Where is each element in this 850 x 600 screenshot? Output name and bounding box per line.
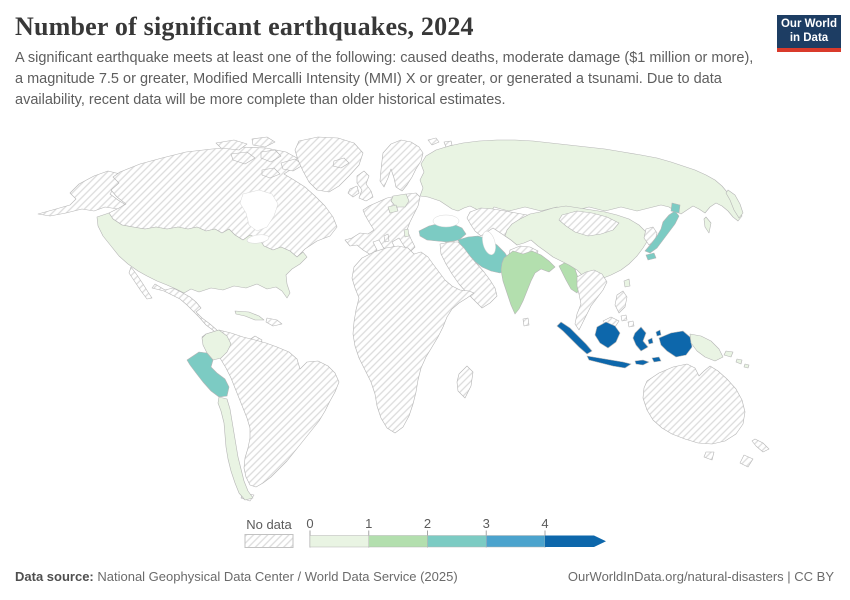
caspian-sea — [482, 231, 496, 255]
country-russia[interactable] — [419, 139, 743, 222]
legend-tick-label-0: 0 — [306, 516, 313, 531]
legend-arrow — [594, 535, 606, 547]
country-albania[interactable] — [403, 228, 410, 238]
country-papua-new-guinea[interactable] — [689, 333, 724, 362]
country-united-kingdom[interactable] — [347, 170, 374, 202]
country-arctic-islands[interactable] — [215, 136, 304, 179]
country-hispaniola[interactable] — [265, 317, 283, 327]
legend-bin-4[interactable] — [545, 535, 594, 548]
legend-tick-label-4: 4 — [541, 516, 548, 531]
owid-logo-accent-bar — [777, 48, 841, 52]
country-czechia[interactable] — [387, 204, 399, 214]
country-australia[interactable] — [642, 363, 746, 461]
country-india[interactable] — [500, 250, 556, 315]
legend-bin-1[interactable] — [368, 535, 428, 548]
hudson-bay — [239, 189, 279, 232]
chart-subtitle: A significant earthquake meets at least … — [15, 50, 754, 108]
country-saudi-arabia[interactable] — [439, 241, 498, 309]
data-source-text: National Geophysical Data Center / World… — [93, 569, 458, 584]
country-sri-lanka[interactable] — [522, 317, 530, 327]
country-kamchatka[interactable] — [725, 189, 744, 219]
country-new-zealand[interactable] — [739, 438, 770, 468]
country-japan-hokkaido[interactable] — [670, 202, 681, 214]
legend-tick-label-2: 2 — [424, 516, 431, 531]
legend-no-data-label: No data — [246, 517, 292, 532]
legend-no-data-swatch[interactable] — [244, 534, 294, 548]
country-peru[interactable] — [186, 351, 230, 398]
legend-bin-0[interactable] — [309, 535, 369, 548]
country-iceland[interactable] — [332, 157, 350, 169]
country-japan-kyushu[interactable] — [645, 252, 657, 261]
country-sakhalin[interactable] — [703, 216, 712, 234]
legend-tick-label-3: 3 — [483, 516, 490, 531]
country-africa[interactable] — [351, 245, 475, 434]
page-title: Number of significant earthquakes, 2024 — [15, 12, 474, 41]
country-mongolia[interactable] — [558, 210, 620, 237]
license-note[interactable]: OurWorldInData.org/natural-disasters | C… — [567, 569, 834, 584]
country-taiwan[interactable] — [623, 278, 631, 288]
legend-bin-3[interactable] — [486, 535, 546, 548]
country-indonesia[interactable] — [556, 321, 693, 369]
country-svalbard[interactable] — [427, 137, 453, 148]
country-solomon-islands[interactable] — [735, 358, 750, 369]
country-alaska[interactable] — [37, 170, 127, 217]
country-philippines[interactable] — [614, 290, 635, 328]
country-southeast-asia[interactable] — [574, 269, 608, 331]
country-madagascar[interactable] — [456, 365, 474, 399]
country-chile[interactable] — [217, 396, 254, 501]
great-lakes — [246, 234, 270, 244]
country-colombia[interactable] — [201, 329, 232, 361]
data-source-label: Data source: — [15, 569, 94, 584]
country-scandinavia[interactable] — [379, 139, 424, 192]
owid-logo[interactable]: Our World in Data — [777, 15, 841, 52]
legend-tick-label-1: 1 — [365, 516, 372, 531]
country-greenland[interactable] — [294, 136, 364, 193]
country-europe-mainland[interactable] — [344, 192, 421, 257]
country-poland[interactable] — [390, 193, 410, 208]
country-cuba[interactable] — [234, 310, 265, 321]
legend-bin-2[interactable] — [427, 535, 487, 548]
black-sea — [432, 214, 460, 228]
data-source-note: Data source: National Geophysical Data C… — [15, 569, 458, 584]
country-new-britain[interactable] — [723, 350, 734, 358]
country-united-states[interactable] — [96, 212, 308, 299]
owid-logo-text: Our World in Data — [777, 15, 841, 48]
map-legend: No data 0 1 2 3 4 — [244, 516, 606, 548]
